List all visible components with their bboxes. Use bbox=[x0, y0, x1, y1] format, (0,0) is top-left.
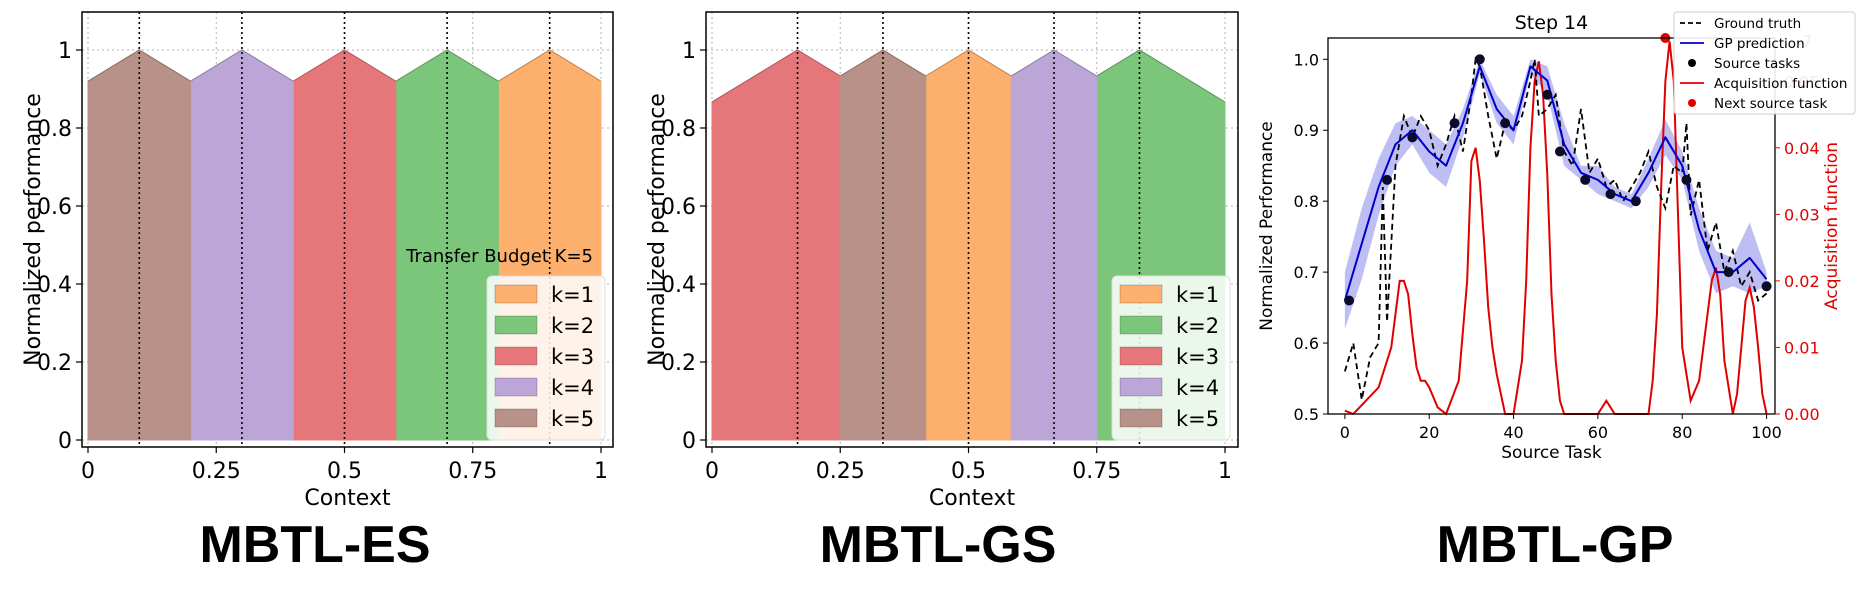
gs-chart: 0 0.2 0.4 0.6 0.8 1 0 0.25 0.5 0.75 1 Context Normal… bbox=[645, 12, 1238, 511]
title-mbtl-gp: MBTL-GP bbox=[1305, 515, 1805, 575]
es-legend-swatch-k3 bbox=[495, 347, 537, 365]
gp-ytick-label: 0.5 bbox=[1294, 405, 1319, 424]
es-xtick-label: 0.25 bbox=[192, 459, 241, 484]
es-ytick-label: 0 bbox=[58, 429, 72, 454]
es-xtick-label: 0.75 bbox=[448, 459, 497, 484]
gp-legend-marker bbox=[1688, 59, 1696, 67]
es-legend-label-k2: k=2 bbox=[551, 314, 594, 338]
gp-source-task-point bbox=[1606, 189, 1616, 199]
gp-source-task-point bbox=[1555, 147, 1565, 157]
gp-y2label: Acquisition function bbox=[1822, 142, 1842, 310]
gp-chart: 0.50.60.70.80.91.00.000.010.020.030.040.… bbox=[1257, 12, 1855, 463]
gp-legend-marker bbox=[1688, 99, 1696, 107]
gs-legend-label-k4: k=4 bbox=[1176, 376, 1219, 400]
gp-title: Step 14 bbox=[1515, 12, 1588, 34]
gp-legend-label: Ground truth bbox=[1714, 16, 1801, 32]
gp-ytick-label: 0.6 bbox=[1294, 334, 1319, 353]
gp-ylabel: Normalized Performance bbox=[1257, 121, 1277, 331]
gs-ylabel: Normalized performance bbox=[645, 93, 670, 366]
gp-ytick-label: 0.8 bbox=[1294, 192, 1319, 211]
gp-legend-label: Source tasks bbox=[1714, 56, 1800, 72]
es-legend-swatch-k4 bbox=[495, 378, 537, 396]
gp-source-task-point bbox=[1344, 295, 1354, 305]
gp-y2tick-label: 0.03 bbox=[1784, 205, 1820, 224]
es-legend-label-k4: k=4 bbox=[551, 376, 594, 400]
gp-source-task-point bbox=[1724, 267, 1734, 277]
gs-legend-swatch-k3 bbox=[1120, 347, 1162, 365]
es-annotation: Transfer Budget K=5 bbox=[405, 246, 593, 267]
gp-source-task-point bbox=[1580, 175, 1590, 185]
gs-legend-swatch-k4 bbox=[1120, 378, 1162, 396]
gp-source-task-point bbox=[1450, 118, 1460, 128]
es-chart: 0 0.2 0.4 0.6 0.8 1 0 0.25 0.5 0.75 1 Context Normal… bbox=[21, 12, 613, 511]
gp-ytick-label: 0.7 bbox=[1294, 263, 1319, 282]
gp-y2tick-label: 0.01 bbox=[1784, 338, 1820, 357]
gp-xtick-label: 100 bbox=[1751, 423, 1782, 442]
gp-xtick-label: 60 bbox=[1588, 423, 1608, 442]
es-legend-label-k5: k=5 bbox=[551, 407, 594, 431]
gs-legend-label-k3: k=3 bbox=[1176, 345, 1219, 369]
gp-xtick-label: 80 bbox=[1672, 423, 1692, 442]
gp-xtick-label: 40 bbox=[1503, 423, 1523, 442]
gs-ytick-label: 1 bbox=[682, 39, 696, 64]
gp-y2tick-label: 0.04 bbox=[1784, 139, 1820, 158]
gs-xlabel: Context bbox=[929, 486, 1016, 511]
gp-source-task-point bbox=[1542, 90, 1552, 100]
es-legend-swatch-k1 bbox=[495, 285, 537, 303]
gp-legend-label: GP prediction bbox=[1714, 36, 1805, 52]
gs-legend-swatch-k5 bbox=[1120, 409, 1162, 427]
gp-source-task-point bbox=[1500, 118, 1510, 128]
es-legend-swatch-k2 bbox=[495, 316, 537, 334]
es-ytick-label: 1 bbox=[58, 39, 72, 64]
gs-legend-swatch-k2 bbox=[1120, 316, 1162, 334]
title-mbtl-es: MBTL-ES bbox=[65, 515, 565, 575]
gp-source-task-point bbox=[1407, 132, 1417, 142]
gs-legend-label-k5: k=5 bbox=[1176, 407, 1219, 431]
gs-xtick-label: 0.5 bbox=[951, 459, 986, 484]
gs-xtick-label: 0 bbox=[705, 459, 719, 484]
gp-source-task-point bbox=[1631, 196, 1641, 206]
gp-ytick-label: 1.0 bbox=[1294, 50, 1319, 69]
gs-xtick-label: 1 bbox=[1218, 459, 1232, 484]
gs-ytick-label: 0 bbox=[682, 429, 696, 454]
gp-source-task-point bbox=[1475, 54, 1485, 64]
es-xtick-label: 0.5 bbox=[327, 459, 362, 484]
gp-xtick-label: 20 bbox=[1419, 423, 1439, 442]
title-mbtl-gs: MBTL-GS bbox=[688, 515, 1188, 575]
es-legend-swatch-k5 bbox=[495, 409, 537, 427]
gp-xtick-label: 0 bbox=[1340, 423, 1350, 442]
gs-legend-swatch-k1 bbox=[1120, 285, 1162, 303]
gp-source-task-point bbox=[1681, 175, 1691, 185]
gp-legend-label: Acquisition function bbox=[1714, 76, 1847, 92]
gp-y2tick-label: 0.02 bbox=[1784, 272, 1820, 291]
gs-xtick-label: 0.25 bbox=[816, 459, 865, 484]
es-xtick-label: 0 bbox=[81, 459, 95, 484]
gp-y2tick-label: 0.00 bbox=[1784, 405, 1820, 424]
es-legend-label-k3: k=3 bbox=[551, 345, 594, 369]
gp-source-task-point bbox=[1762, 281, 1772, 291]
gp-legend-label: Next source task bbox=[1714, 96, 1827, 112]
gp-xlabel: Source Task bbox=[1501, 443, 1602, 463]
gp-ytick-label: 0.9 bbox=[1294, 121, 1319, 140]
es-xtick-label: 1 bbox=[594, 459, 608, 484]
es-legend-label-k1: k=1 bbox=[551, 283, 594, 307]
gs-xtick-label: 0.75 bbox=[1072, 459, 1121, 484]
es-ylabel: Normalized performance bbox=[21, 93, 46, 366]
gs-legend-label-k2: k=2 bbox=[1176, 314, 1219, 338]
gs-legend-label-k1: k=1 bbox=[1176, 283, 1219, 307]
es-xlabel: Context bbox=[304, 486, 391, 511]
gp-source-task-point bbox=[1382, 175, 1392, 185]
